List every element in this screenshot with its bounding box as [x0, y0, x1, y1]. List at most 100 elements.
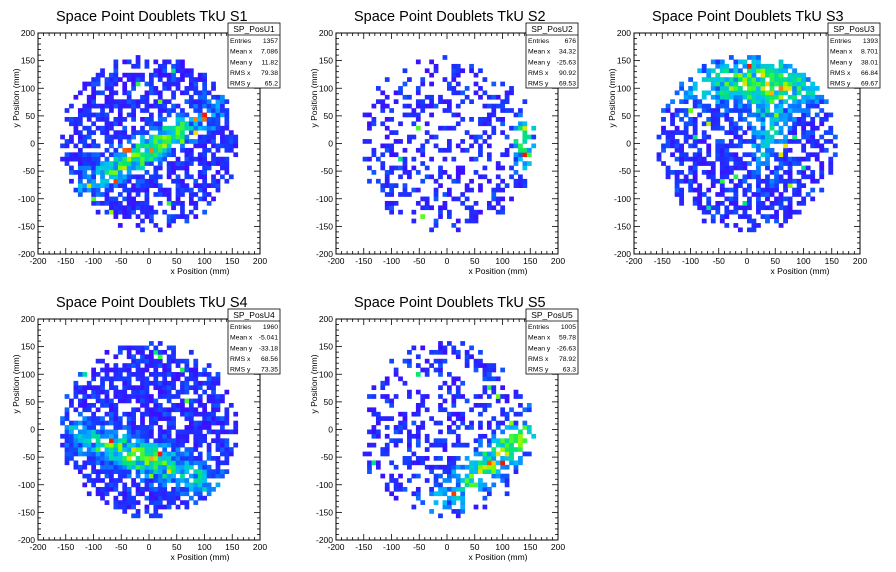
- heatmap-cell: [765, 103, 770, 109]
- heatmap-cell: [95, 416, 101, 421]
- heatmap-cell: [153, 456, 159, 461]
- heatmap-cell: [206, 183, 212, 188]
- heatmap-cell: [447, 464, 452, 470]
- heatmap-cell: [113, 200, 119, 206]
- heatmap-cell: [380, 161, 386, 166]
- heatmap-cell: [464, 358, 470, 364]
- heatmap-cell: [175, 130, 181, 135]
- heatmap-cell: [442, 491, 448, 497]
- heatmap-cell: [692, 156, 698, 162]
- heatmap-cell: [175, 402, 181, 408]
- heatmap-cell: [451, 456, 457, 461]
- stats-label: RMS y: [528, 367, 549, 374]
- heatmap-cell: [420, 81, 426, 87]
- y-axis-label: y Position (mm): [309, 354, 319, 413]
- heatmap-cell: [415, 112, 421, 118]
- heatmap-cell: [211, 178, 216, 184]
- heatmap-cell: [109, 407, 114, 413]
- heatmap-cell: [464, 442, 470, 448]
- heatmap-cell: [162, 460, 168, 466]
- heatmap-cell: [153, 464, 159, 470]
- heatmap-cell: [500, 456, 506, 461]
- heatmap-cell: [384, 486, 390, 492]
- heatmap-cell: [153, 495, 159, 501]
- chart-title: Space Point Doublets TkU S5: [354, 295, 546, 311]
- heatmap-cell: [162, 68, 168, 74]
- heatmap-cell: [371, 152, 377, 158]
- heatmap-cell: [144, 482, 150, 488]
- heatmap-cell: [747, 196, 752, 202]
- heatmap-cell: [211, 183, 216, 188]
- stats-label: Mean x: [528, 335, 551, 342]
- heatmap-cell: [135, 376, 141, 382]
- heatmap-cell: [679, 196, 685, 202]
- stats-value: 1357: [263, 38, 278, 45]
- heatmap-cell: [184, 407, 190, 413]
- heatmap-cell: [140, 116, 145, 122]
- heatmap-cell: [100, 495, 105, 501]
- heatmap-cell: [211, 385, 216, 391]
- heatmap-cell: [424, 433, 430, 439]
- heatmap-cell: [117, 438, 123, 444]
- heatmap-cell: [733, 63, 739, 69]
- heatmap-cell: [393, 372, 399, 377]
- heatmap-cell: [769, 178, 775, 184]
- heatmap-cell: [157, 90, 163, 96]
- heatmap-cell: [728, 165, 734, 171]
- heatmap-cell: [429, 227, 434, 233]
- heatmap-cell: [460, 200, 466, 206]
- heatmap-cell: [783, 161, 788, 166]
- heatmap-cell: [109, 86, 114, 91]
- heatmap-cell: [751, 134, 757, 140]
- heatmap-cell: [140, 134, 145, 140]
- heatmap-cell: [737, 72, 743, 78]
- heatmap-cell: [180, 112, 185, 118]
- heatmap-cell: [126, 99, 132, 105]
- heatmap-cell: [398, 156, 403, 162]
- heatmap-cell: [769, 139, 775, 144]
- heatmap-cell: [433, 442, 439, 448]
- y-tick-label: 100: [21, 83, 35, 93]
- heatmap-cell: [157, 425, 163, 430]
- heatmap-cell: [91, 196, 97, 202]
- heatmap-cell: [113, 72, 119, 78]
- heatmap-cell: [126, 345, 132, 351]
- x-tick-label: -100: [383, 256, 400, 266]
- heatmap-cell: [180, 205, 185, 211]
- heatmap-cell: [665, 143, 671, 149]
- heatmap-cell: [473, 447, 479, 452]
- heatmap-cell: [109, 174, 114, 180]
- heatmap-cells: [656, 55, 838, 233]
- heatmap-cell: [180, 380, 185, 386]
- heatmap-cell: [157, 372, 163, 377]
- heatmap-cell: [778, 72, 784, 78]
- heatmap-cell: [144, 90, 150, 96]
- heatmap-cell: [455, 349, 461, 355]
- heatmap-cell: [149, 447, 154, 452]
- heatmap-cell: [149, 425, 154, 430]
- heatmap-cell: [140, 425, 145, 430]
- heatmap-cell: [737, 90, 743, 96]
- heatmap-cell: [486, 420, 492, 426]
- heatmap-cell: [447, 456, 452, 461]
- heatmap-cell: [495, 425, 501, 430]
- heatmap-cell: [184, 152, 190, 158]
- heatmap-cell: [706, 174, 712, 180]
- heatmap-cell: [69, 447, 74, 452]
- heatmap-cell: [69, 134, 74, 140]
- heatmap-cell: [380, 108, 386, 113]
- heatmap-cell: [384, 394, 390, 399]
- heatmap-cell: [117, 192, 123, 197]
- heatmap-cell: [486, 200, 492, 206]
- heatmap-cell: [157, 125, 163, 131]
- heatmap-cell: [131, 385, 136, 391]
- heatmap-cell: [188, 495, 194, 501]
- heatmap-cell: [197, 464, 203, 470]
- heatmap-cell: [469, 209, 474, 215]
- heatmap-cell: [455, 376, 461, 382]
- heatmap-cell: [69, 139, 74, 144]
- heatmap-cell: [398, 411, 403, 417]
- heatmap-cell: [715, 209, 721, 215]
- heatmap-cell: [389, 416, 395, 421]
- heatmap-cell: [153, 486, 159, 492]
